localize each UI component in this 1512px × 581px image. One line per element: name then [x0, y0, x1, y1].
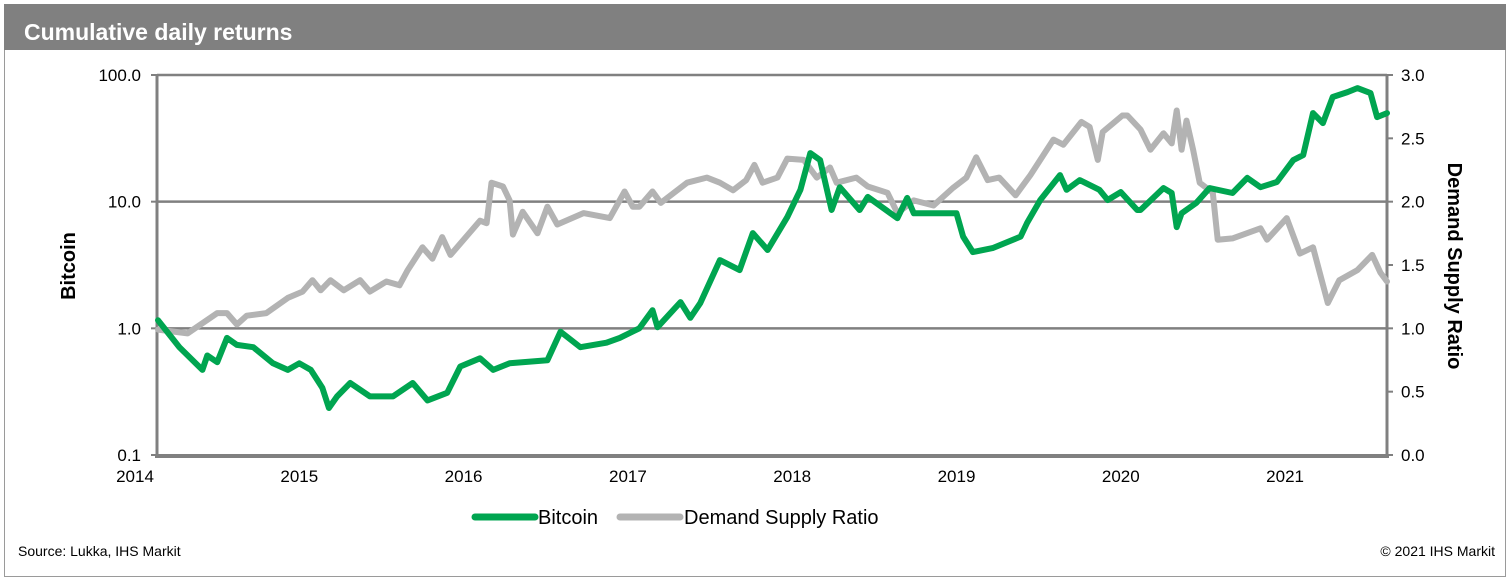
- y-tick-label: 1.0: [117, 319, 141, 338]
- copyright-note: © 2021 IHS Markit: [1380, 543, 1495, 559]
- y2-axis-title: Demand Supply Ratio: [1443, 163, 1465, 370]
- x-tick-label: 2014: [116, 467, 154, 486]
- y2-tick-label: 1.5: [1401, 256, 1425, 275]
- y-axis-title: Bitcoin: [58, 232, 80, 300]
- x-tick-label: 2020: [1102, 467, 1140, 486]
- x-tick-label: 2016: [445, 467, 483, 486]
- legend-label: Demand Supply Ratio: [684, 507, 879, 529]
- series-line-bitcoin: [155, 85, 1390, 411]
- x-tick-label: 2015: [280, 467, 318, 486]
- x-tick-label: 2017: [609, 467, 647, 486]
- x-tick-label: 2021: [1266, 467, 1304, 486]
- y-tick-label: 100.0: [98, 66, 141, 85]
- chart-header: Cumulative daily returns: [4, 4, 1506, 50]
- y-tick-label: 0.1: [117, 446, 141, 465]
- legend-label: Bitcoin: [538, 507, 598, 529]
- x-tick-label: 2019: [938, 467, 976, 486]
- y2-tick-label: 0.0: [1401, 446, 1425, 465]
- y2-tick-label: 2.0: [1401, 193, 1425, 212]
- source-note: Source: Lukka, IHS Markit: [18, 543, 181, 559]
- x-tick-label: 2018: [773, 467, 811, 486]
- chart-title: Cumulative daily returns: [24, 19, 293, 45]
- y2-tick-label: 2.5: [1401, 129, 1425, 148]
- y2-tick-label: 1.0: [1401, 319, 1425, 338]
- y2-tick-label: 0.5: [1401, 383, 1425, 402]
- y2-tick-label: 3.0: [1401, 66, 1425, 85]
- series-line-demand-supply-ratio: [155, 107, 1390, 337]
- y-tick-label: 10.0: [108, 193, 141, 212]
